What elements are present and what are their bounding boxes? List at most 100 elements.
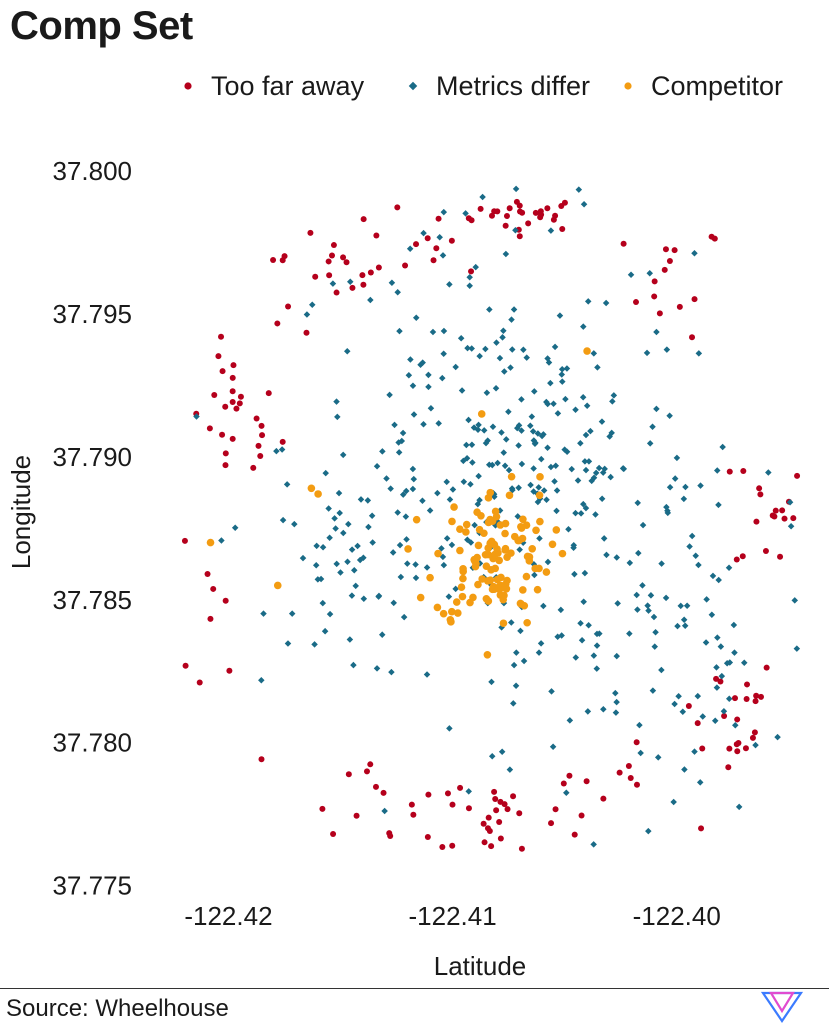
metrics-differ-point	[644, 602, 651, 609]
metrics-differ-point	[601, 465, 608, 473]
metrics-differ-point	[303, 311, 311, 318]
metrics-differ-point	[692, 552, 699, 560]
metrics-differ-point	[258, 676, 265, 684]
too-far-away-point	[367, 269, 374, 276]
metrics-differ-point	[365, 523, 372, 531]
metrics-differ-point	[658, 560, 665, 567]
competitor-point	[536, 473, 544, 481]
metrics-differ-point	[537, 640, 545, 647]
metrics-differ-point	[645, 607, 652, 614]
metrics-differ-point	[535, 649, 543, 656]
metrics-differ-point	[325, 505, 332, 512]
too-far-away-point	[740, 467, 747, 474]
competitor-point	[439, 609, 448, 618]
metrics-differ-point	[283, 481, 291, 488]
too-far-away-point	[181, 537, 188, 544]
metrics-differ-point	[400, 613, 408, 621]
metrics-differ-point	[336, 509, 343, 517]
metrics-differ-point	[787, 522, 795, 530]
metrics-differ-point	[409, 382, 417, 390]
metrics-differ-point	[575, 186, 583, 193]
too-far-away-point	[633, 781, 640, 788]
metrics-differ-point	[439, 252, 447, 259]
metrics-differ-point	[394, 288, 401, 296]
metrics-differ-point	[582, 466, 590, 474]
too-far-away-point	[510, 793, 517, 800]
competitor-point	[499, 619, 508, 628]
too-far-away-point	[230, 362, 237, 369]
metrics-differ-point	[577, 620, 584, 627]
metrics-differ-point	[509, 486, 516, 494]
metrics-differ-point	[735, 803, 743, 811]
competitor-point	[450, 503, 458, 511]
metrics-differ-point	[462, 210, 469, 217]
metrics-differ-point	[505, 408, 512, 416]
competitor-point	[558, 549, 567, 558]
metrics-differ-point	[663, 346, 671, 353]
metrics-differ-point	[666, 483, 674, 491]
metrics-differ-point	[436, 233, 443, 241]
metrics-differ-point	[333, 398, 340, 405]
metrics-differ-point	[369, 539, 376, 546]
metrics-differ-point	[518, 427, 525, 434]
metrics-differ-point	[530, 465, 537, 472]
competitor-point	[474, 580, 482, 589]
too-far-away-point	[257, 453, 264, 460]
metrics-differ-point	[681, 766, 688, 773]
legend-label: Metrics differ	[436, 71, 590, 101]
too-far-away-point	[373, 232, 380, 239]
competitor-point	[552, 526, 561, 534]
metrics-differ-point	[572, 509, 579, 517]
metrics-differ-point	[512, 682, 520, 690]
metrics-differ-point	[582, 431, 590, 439]
metrics-differ-point	[260, 610, 267, 617]
metrics-differ-point	[494, 459, 501, 467]
metrics-differ-point	[714, 467, 721, 474]
too-far-away-point	[449, 842, 456, 849]
too-far-away-point	[713, 675, 720, 682]
metrics-differ-point	[501, 368, 508, 375]
too-far-away-point	[698, 825, 705, 832]
metrics-differ-point	[708, 611, 716, 619]
metrics-differ-point	[412, 574, 420, 582]
too-far-away-point	[600, 795, 607, 802]
metrics-differ-point	[587, 427, 594, 435]
competitor-point	[548, 540, 557, 549]
metrics-differ-point	[636, 721, 643, 729]
metrics-differ-point	[399, 429, 407, 437]
too-far-away-point	[493, 807, 500, 814]
competitor-point	[518, 534, 527, 543]
too-far-away-point	[742, 745, 749, 752]
competitor-point	[519, 586, 527, 594]
metrics-differ-point	[493, 339, 500, 346]
metrics-differ-point	[654, 754, 662, 761]
metrics-differ-point	[423, 564, 431, 571]
competitor-point	[491, 507, 500, 516]
metrics-differ-point	[585, 458, 593, 465]
metrics-differ-point	[502, 250, 510, 258]
y-axis: 37.775 37.780 37.785 37.790 37.795 37.800	[52, 156, 132, 901]
too-far-away-point	[726, 745, 733, 752]
metrics-differ-point	[386, 391, 393, 399]
too-far-away-point	[325, 258, 332, 265]
metrics-differ-point	[326, 534, 333, 542]
metrics-differ-point	[607, 473, 614, 481]
metrics-differ-point	[343, 347, 351, 355]
too-far-away-point	[222, 597, 229, 604]
metrics-differ-point	[584, 708, 592, 715]
metrics-differ-point	[572, 406, 579, 414]
y-tick-label: 37.775	[52, 871, 132, 901]
metrics-differ-point	[634, 606, 641, 613]
too-far-away-point	[559, 226, 566, 233]
too-far-away-point	[255, 442, 262, 449]
metrics-differ-point	[681, 622, 689, 629]
metrics-differ-point	[443, 535, 451, 542]
metrics-differ-point	[466, 273, 473, 281]
metrics-differ-point	[557, 606, 565, 614]
too-far-away-point	[372, 783, 379, 790]
metrics-differ-point	[551, 478, 558, 485]
too-far-away-point	[763, 664, 770, 671]
too-far-away-point	[743, 696, 750, 703]
metrics-differ-point	[446, 496, 454, 503]
metrics-differ-point	[612, 689, 619, 697]
